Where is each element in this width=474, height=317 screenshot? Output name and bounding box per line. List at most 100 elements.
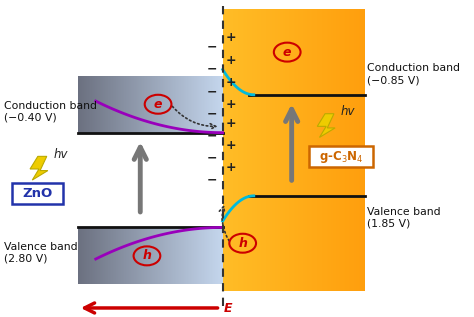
Bar xyxy=(100,76,101,133)
Bar xyxy=(165,76,166,133)
Bar xyxy=(340,10,341,291)
Bar xyxy=(148,227,149,284)
Bar xyxy=(222,227,223,284)
Bar xyxy=(320,10,321,291)
Bar xyxy=(99,227,100,284)
Bar xyxy=(289,10,290,291)
Bar xyxy=(148,76,149,133)
Text: e: e xyxy=(154,98,162,111)
Bar xyxy=(293,10,294,291)
Bar xyxy=(81,76,82,133)
Bar xyxy=(319,10,320,291)
Bar xyxy=(101,76,102,133)
Bar xyxy=(330,10,331,291)
Bar xyxy=(167,227,168,284)
Bar xyxy=(333,10,334,291)
Bar xyxy=(290,10,291,291)
Bar xyxy=(277,10,278,291)
Bar xyxy=(119,76,120,133)
Bar xyxy=(181,76,182,133)
Bar xyxy=(111,227,112,284)
Bar xyxy=(351,10,352,291)
Bar xyxy=(133,227,134,284)
Bar xyxy=(216,76,217,133)
Bar xyxy=(85,227,86,284)
Bar xyxy=(164,76,165,133)
Bar xyxy=(126,76,127,133)
Bar xyxy=(308,10,309,291)
Text: Conduction band
(−0.40 V): Conduction band (−0.40 V) xyxy=(4,101,98,123)
Bar xyxy=(215,227,216,284)
Bar xyxy=(142,76,143,133)
Bar xyxy=(139,76,140,133)
Bar xyxy=(328,10,329,291)
Bar xyxy=(279,10,280,291)
Bar xyxy=(192,227,193,284)
Bar xyxy=(146,227,147,284)
Bar xyxy=(182,76,183,133)
Bar xyxy=(92,227,93,284)
Bar xyxy=(225,10,226,291)
Bar xyxy=(317,10,318,291)
Bar xyxy=(195,76,196,133)
Bar xyxy=(163,76,164,133)
Bar xyxy=(105,76,106,133)
Bar xyxy=(251,10,252,291)
Bar xyxy=(223,10,224,291)
Bar xyxy=(161,76,162,133)
Bar xyxy=(79,227,80,284)
Bar xyxy=(179,76,180,133)
Bar xyxy=(236,10,237,291)
Text: −: − xyxy=(206,63,217,76)
Text: −: − xyxy=(206,85,217,98)
Bar xyxy=(335,10,336,291)
Text: g-C$_3$N$_4$: g-C$_3$N$_4$ xyxy=(319,149,363,165)
Bar xyxy=(213,227,214,284)
Bar xyxy=(198,76,199,133)
Bar xyxy=(284,10,285,291)
Bar xyxy=(294,10,295,291)
Bar xyxy=(360,10,361,291)
Bar xyxy=(218,76,219,133)
Bar xyxy=(163,227,164,284)
Bar xyxy=(136,76,137,133)
Bar xyxy=(209,76,210,133)
Bar xyxy=(97,76,98,133)
Bar xyxy=(187,227,188,284)
Bar xyxy=(83,76,84,133)
Bar xyxy=(127,76,128,133)
Bar xyxy=(299,10,300,291)
Bar xyxy=(301,10,302,291)
Bar xyxy=(267,10,268,291)
Bar xyxy=(105,227,106,284)
Bar xyxy=(153,227,154,284)
Bar xyxy=(124,76,125,133)
Bar xyxy=(120,76,121,133)
Bar xyxy=(168,227,169,284)
Bar xyxy=(87,227,88,284)
Bar xyxy=(193,227,194,284)
Bar xyxy=(221,76,222,133)
Polygon shape xyxy=(317,114,335,137)
Bar xyxy=(107,227,108,284)
Bar xyxy=(347,10,348,291)
Bar xyxy=(358,10,359,291)
Bar xyxy=(164,227,165,284)
Text: hv: hv xyxy=(54,148,68,161)
Bar xyxy=(220,227,221,284)
Bar xyxy=(158,227,159,284)
Bar xyxy=(227,10,228,291)
Bar xyxy=(128,227,129,284)
Bar xyxy=(282,10,283,291)
Bar xyxy=(348,10,349,291)
Bar xyxy=(273,10,274,291)
Bar xyxy=(254,10,255,291)
Bar xyxy=(152,76,153,133)
Bar xyxy=(226,10,227,291)
Bar xyxy=(200,227,201,284)
Bar xyxy=(214,76,215,133)
Bar xyxy=(271,10,272,291)
Bar xyxy=(190,76,191,133)
Bar xyxy=(210,76,211,133)
Bar xyxy=(343,10,344,291)
